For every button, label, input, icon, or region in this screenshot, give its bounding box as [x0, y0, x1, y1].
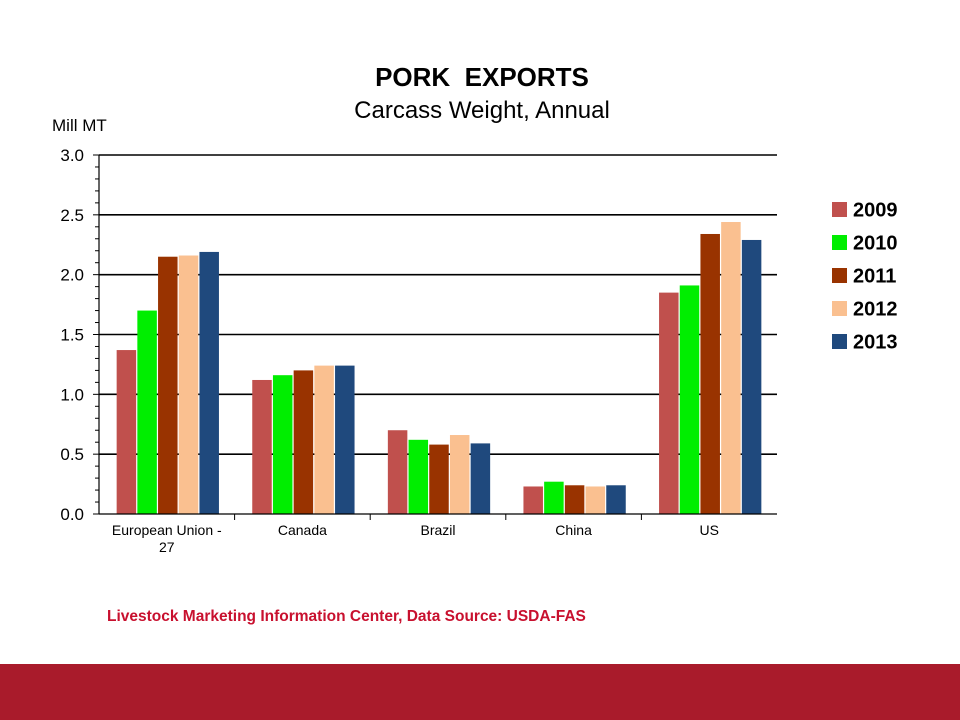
bar [523, 486, 543, 514]
bar [178, 255, 199, 514]
legend: 2009 2010 2011 2012 2013 [832, 200, 898, 354]
bar [272, 375, 293, 514]
y-tick-label: 0.5 [60, 445, 84, 464]
y-axis-label: Mill MT [52, 116, 107, 135]
x-tick-label: US [699, 522, 718, 538]
legend-swatch [832, 235, 847, 250]
footer-bar [0, 664, 960, 720]
chart-subtitle: Carcass Weight, Annual [354, 97, 610, 124]
y-tick-label: 2.0 [60, 266, 84, 285]
bar [252, 379, 272, 514]
x-tick-label: Brazil [420, 522, 455, 538]
bars [116, 222, 762, 515]
bar [387, 430, 408, 514]
legend-label: 2010 [853, 233, 898, 255]
legend-label: 2011 [853, 266, 896, 288]
legend-label: 2012 [853, 299, 898, 321]
y-tick-label: 0.0 [60, 505, 84, 524]
pork-exports-chart: PORK EXPORTS Carcass Weight, Annual Mill… [52, 62, 898, 555]
y-tick-label: 1.5 [60, 326, 84, 345]
bar [429, 444, 449, 514]
bar [137, 310, 157, 514]
bar [564, 485, 585, 514]
x-tick-label: Canada [278, 522, 327, 538]
bar [606, 485, 626, 514]
chart-title: PORK EXPORTS [375, 62, 589, 92]
bar [700, 233, 720, 515]
bar [408, 439, 429, 514]
bar [158, 256, 178, 514]
legend-swatch [832, 202, 847, 217]
bar [449, 435, 470, 514]
y-tick-label: 3.0 [60, 146, 84, 165]
bar [470, 443, 491, 514]
bar [199, 251, 219, 514]
x-tick-label: China [555, 522, 592, 538]
source-caption: Livestock Marketing Information Center, … [107, 608, 586, 625]
bar [293, 370, 314, 514]
bar [679, 285, 700, 514]
bar [659, 292, 679, 514]
legend-swatch [832, 334, 847, 349]
x-axis: European Union -27 Canada Brazil China US [99, 513, 777, 555]
y-tick-label: 2.5 [60, 206, 84, 225]
legend-label: 2009 [853, 200, 898, 222]
bar [741, 239, 762, 515]
bar [544, 481, 564, 514]
legend-label: 2013 [853, 332, 898, 354]
bar [116, 350, 137, 514]
bar [585, 486, 606, 514]
bar [314, 365, 334, 514]
legend-swatch [832, 268, 847, 283]
bar [335, 365, 355, 514]
bar [721, 222, 741, 514]
y-tick-label: 1.0 [60, 385, 84, 404]
legend-swatch [832, 301, 847, 316]
y-axis: 0.0 0.5 1.0 1.5 2.0 2.5 3.0 [60, 146, 100, 524]
x-tick-label: European Union -27 [112, 522, 222, 555]
